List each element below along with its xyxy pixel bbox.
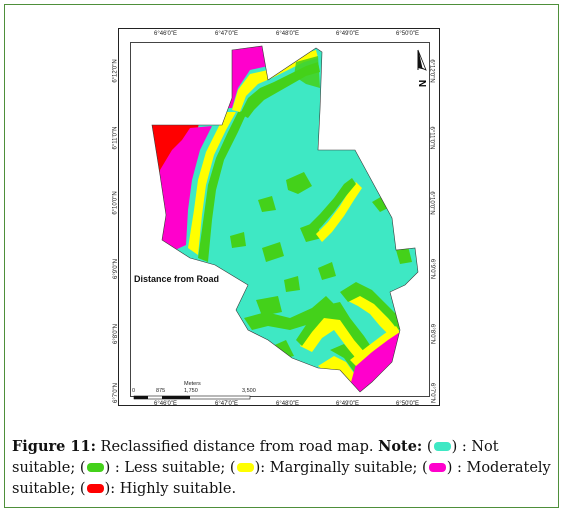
scale-label-2: 1,750	[184, 388, 198, 394]
zone-moderate-west	[160, 126, 212, 250]
zone-less-east	[306, 178, 356, 236]
legend-moderately-suitable: Moderately suitable;	[12, 460, 551, 497]
map-title: Distance from Road	[134, 274, 220, 284]
left-tick-6: 6°7'0"N	[113, 382, 120, 404]
top-tick-5: 6°50'0"E	[396, 31, 420, 37]
map-frame-outer	[118, 28, 440, 406]
top-tick-2: 6°47'0"E	[215, 31, 239, 37]
zone-less-east-3	[396, 246, 412, 264]
zone-less-north-east	[294, 56, 320, 88]
zone-less-center-2	[286, 172, 312, 194]
zone-less-center-6	[284, 276, 300, 292]
right-tick-2: 6°11'0"N	[428, 126, 435, 150]
top-tick-3: 6°48'0"E	[276, 31, 300, 37]
right-tick-5: 6°8'0"N	[429, 323, 436, 345]
zone-marginal-south-2	[346, 290, 398, 338]
zone-less-south-4	[340, 282, 404, 330]
zone-less-south-3	[296, 302, 372, 354]
swatch-moderately-suitable	[428, 462, 446, 472]
swatch-highly-suitable	[86, 483, 104, 493]
left-tick-2: 6°11'0"N	[112, 126, 119, 150]
zone-less-center-4	[262, 242, 284, 262]
legend-highly-suitable: Highly suitable.	[119, 481, 237, 497]
legend-less-suitable: Less suitable;	[124, 460, 226, 476]
region-boundary	[151, 45, 419, 393]
left-tick-5: 6°8'0"N	[113, 323, 120, 345]
bottom-tick-4: 6°49'0"E	[336, 401, 360, 407]
top-tick-1: 6°46'0"E	[154, 31, 178, 37]
bottom-tick-3: 6°48'0"E	[276, 401, 300, 407]
note-label: Note:	[378, 438, 423, 455]
north-arrow-icon: N	[412, 48, 436, 94]
right-tick-4: 6°9'0"N	[429, 258, 436, 280]
scale-unit: Meters	[184, 381, 201, 387]
map-frame-inner	[130, 42, 430, 397]
swatch-not-suitable	[433, 441, 451, 451]
bottom-tick-1: 6°46'0"E	[154, 401, 178, 407]
bottom-tick-5: 6°50'0"E	[396, 401, 420, 407]
scale-label-3: 3,500	[242, 388, 256, 394]
legend-not-suitable: Not suitable;	[12, 439, 499, 476]
zone-less-west	[198, 110, 248, 262]
left-tick-1: 6°12'0"N	[112, 59, 119, 83]
scale-label-1: 875	[156, 388, 166, 394]
right-tick-3: 6°10'0"N	[428, 191, 435, 215]
zone-moderate-southeast	[350, 332, 400, 392]
scale-bar: Meters 0 875 1,750 3,500	[128, 380, 268, 402]
zone-less-center-3	[230, 232, 246, 248]
zone-marginal-west	[188, 112, 236, 255]
bottom-tick-2: 6°47'0"E	[215, 401, 239, 407]
left-tick-3: 6°10'0"N	[112, 191, 119, 215]
zone-marginal-southeast	[350, 326, 400, 366]
legend-marginally-suitable: Marginally suitable;	[269, 460, 418, 476]
right-tick-6: 6°7'0"N	[429, 382, 436, 404]
zone-marginal-east	[316, 182, 362, 242]
north-label: N	[416, 79, 428, 88]
figure-caption: Figure 11: Reclassified distance from ro…	[12, 438, 551, 497]
swatch-marginally-suitable	[236, 462, 254, 472]
figure-label: Figure 11:	[12, 438, 96, 455]
zone-moderate-north	[222, 46, 268, 108]
zone-less-south-5	[318, 262, 336, 280]
top-tick-4: 6°49'0"E	[336, 31, 360, 37]
zone-less-center-1	[258, 196, 276, 212]
scale-label-0: 0	[132, 388, 136, 394]
caption-text: Reclassified distance from road map.	[100, 439, 374, 455]
left-tick-4: 6°9'0"N	[113, 258, 120, 280]
zone-less-south-7	[330, 344, 362, 372]
swatch-less-suitable	[86, 462, 104, 472]
zone-less-south-1	[256, 296, 282, 316]
